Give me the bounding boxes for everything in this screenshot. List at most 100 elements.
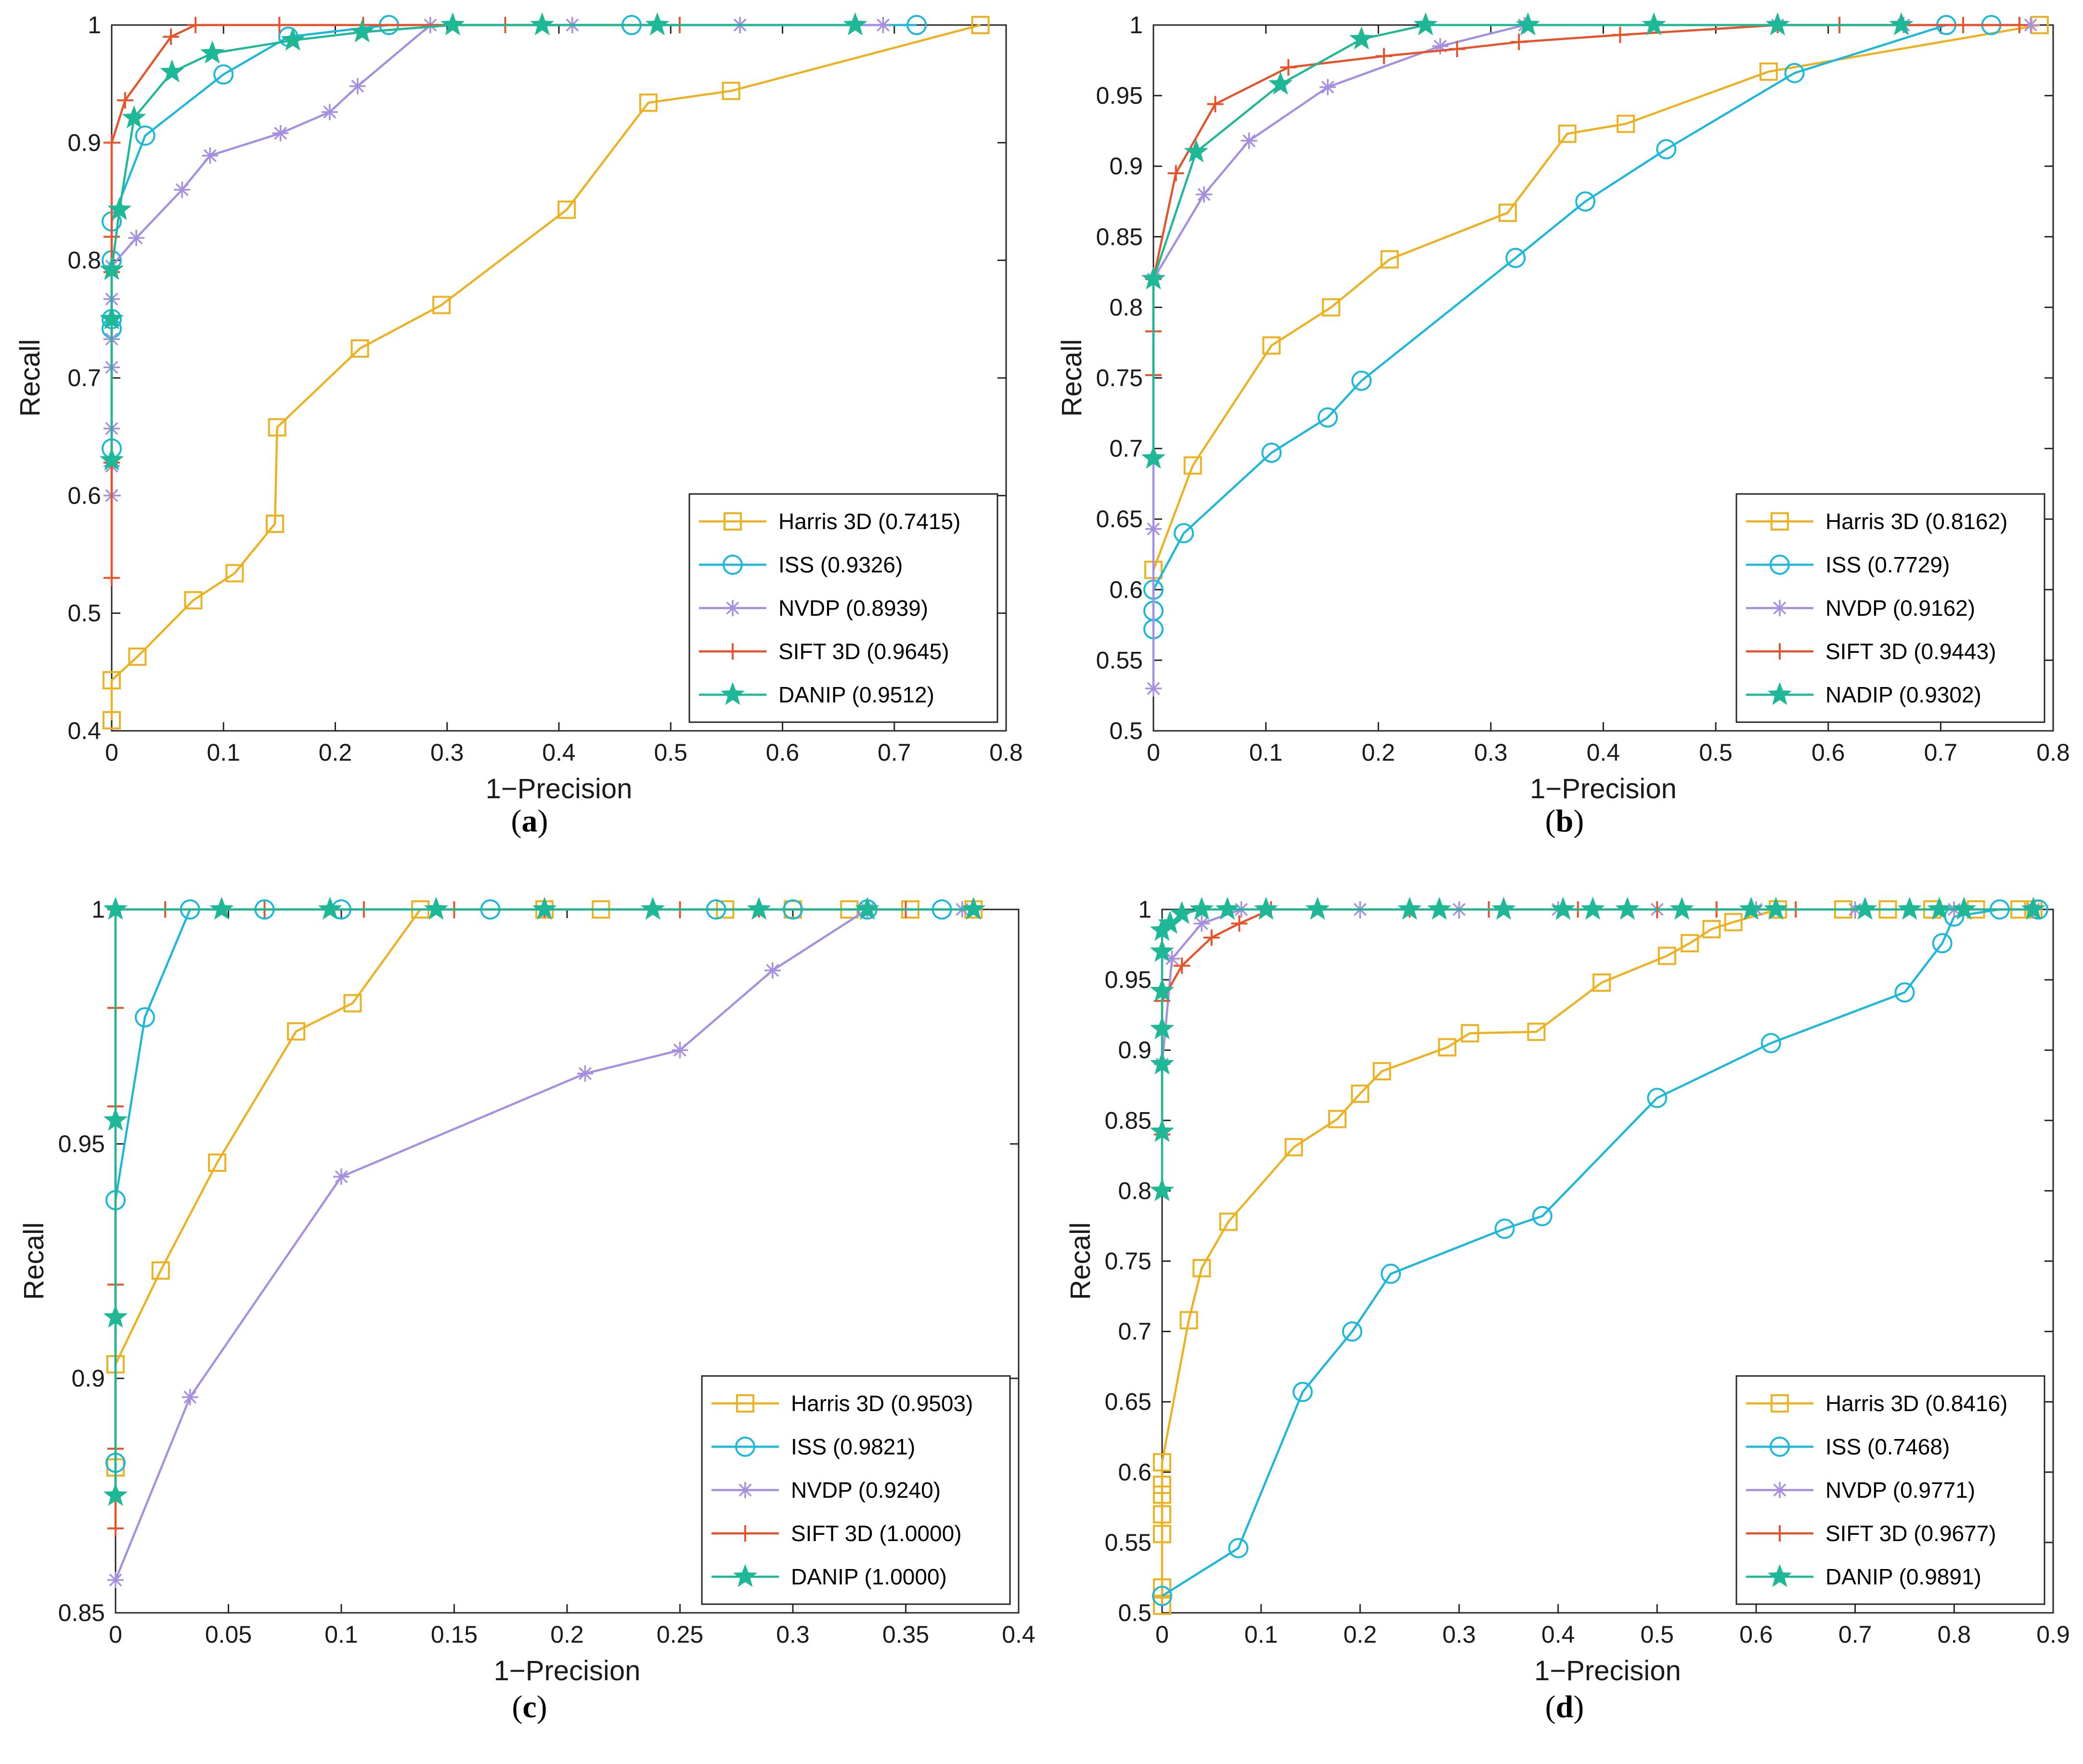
- data-point-iss: [1894, 982, 1915, 1003]
- data-point-harris: [1153, 1596, 1171, 1615]
- legend-marker-danip: [720, 682, 745, 705]
- legend-entry-danip: DANIP (0.9512): [778, 682, 934, 707]
- legend-entry-sift: SIFT 3D (0.9677): [1825, 1521, 1996, 1546]
- data-point-nvdp: [181, 1388, 198, 1405]
- data-point-danip: [1254, 896, 1279, 920]
- x-tick-label: 0.4: [1541, 1621, 1575, 1648]
- caption-d: (d): [1545, 1689, 1584, 1725]
- data-point-nvdp: [1432, 38, 1449, 54]
- y-axis-label: Recall: [18, 1222, 50, 1300]
- caption-b: (b): [1545, 804, 1584, 839]
- data-point-harris: [350, 339, 369, 358]
- y-tick-label: 1: [91, 896, 105, 923]
- data-point-harris: [1153, 1485, 1171, 1504]
- data-point-danip: [747, 896, 771, 920]
- legend-marker-iss: [723, 555, 743, 575]
- data-point-nvdp: [333, 1168, 349, 1185]
- data-point-danip: [1268, 71, 1293, 95]
- y-axis-label: Recall: [1056, 339, 1087, 416]
- y-tick-label: 0.85: [1105, 1107, 1151, 1134]
- caption-a-letter: a: [521, 804, 538, 839]
- data-point-danip: [103, 1483, 128, 1506]
- y-tick-label: 0.7: [1109, 435, 1143, 462]
- data-point-harris: [184, 591, 203, 610]
- x-tick-label: 0.4: [1002, 1621, 1035, 1648]
- data-point-danip: [1150, 939, 1175, 962]
- data-point-nvdp: [1145, 520, 1162, 537]
- x-tick-label: 0.8: [2036, 739, 2070, 766]
- data-point-danip: [641, 896, 665, 920]
- x-axis-label: 1−Precision: [1534, 1655, 1681, 1686]
- legend-entry-danip: NADIP (0.9302): [1825, 682, 1981, 707]
- y-tick-label: 0.5: [1109, 717, 1143, 744]
- legend-entry-nvdp: NVDP (0.9162): [1825, 596, 1975, 621]
- x-tick-label: 0.8: [989, 739, 1023, 766]
- legend-marker-iss: [1770, 1437, 1790, 1457]
- legend-marker-danip: [733, 1564, 758, 1587]
- data-point-harris: [1558, 124, 1577, 143]
- data-point-harris: [103, 711, 121, 730]
- legend-entry-danip: DANIP (1.0000): [791, 1564, 947, 1589]
- legend-entry-iss: ISS (0.7468): [1825, 1434, 1950, 1459]
- legend-marker-sift: [1772, 643, 1788, 660]
- data-point-sift: [1375, 48, 1392, 65]
- x-tick-label: 0.6: [1739, 1621, 1773, 1648]
- data-point-iss: [1318, 407, 1338, 428]
- data-point-nvdp: [764, 962, 781, 979]
- x-tick-label: 0.7: [1838, 1621, 1872, 1648]
- data-point-harris: [1153, 1476, 1171, 1494]
- data-point-sift: [104, 570, 120, 586]
- caption-c: (c): [512, 1689, 547, 1725]
- series-danip: [1141, 12, 1914, 469]
- data-point-harris: [1461, 1024, 1479, 1043]
- data-point-harris: [1724, 913, 1743, 932]
- data-point-iss: [906, 15, 927, 35]
- data-point-harris: [151, 1261, 170, 1280]
- data-point-harris: [1192, 1259, 1211, 1278]
- data-point-sift: [2011, 17, 2028, 33]
- data-point-harris: [432, 296, 451, 314]
- y-tick-label: 0.85: [1096, 223, 1143, 250]
- data-point-sift: [1207, 96, 1224, 113]
- data-point-danip: [1141, 445, 1166, 469]
- series-line-danip: [1152, 24, 1902, 459]
- x-axis-label: 1−Precision: [494, 1655, 641, 1686]
- data-point-danip: [1141, 266, 1166, 290]
- data-point-nvdp: [2022, 17, 2039, 33]
- x-axis-label: 1−Precision: [486, 773, 633, 804]
- y-tick-label: 0.95: [1096, 82, 1143, 109]
- data-point-harris: [103, 671, 121, 689]
- data-point-iss: [1494, 1219, 1515, 1239]
- data-point-danip: [1184, 139, 1208, 163]
- y-tick-label: 0.6: [1118, 1459, 1151, 1486]
- x-tick-label: 0.6: [1811, 739, 1845, 766]
- legend-entry-iss: ISS (0.9326): [778, 552, 903, 577]
- data-point-harris: [1592, 973, 1611, 992]
- y-tick-label: 0.9: [1118, 1037, 1151, 1064]
- data-point-danip: [1853, 896, 1877, 920]
- legend-marker-sift: [1772, 1525, 1788, 1542]
- y-tick-label: 0.9: [67, 129, 101, 156]
- x-tick-label: 0.3: [1474, 739, 1508, 766]
- y-tick-label: 0.7: [1118, 1318, 1151, 1345]
- legend-marker-harris: [724, 512, 742, 531]
- data-point-harris: [287, 1022, 306, 1041]
- data-point-danip: [961, 896, 986, 920]
- data-point-nvdp: [1145, 680, 1162, 697]
- y-tick-label: 0.55: [1105, 1529, 1151, 1556]
- data-point-iss: [1261, 442, 1282, 463]
- legend-entry-sift: SIFT 3D (0.9645): [778, 639, 949, 664]
- data-point-harris: [1153, 1505, 1171, 1524]
- data-point-harris: [208, 1153, 227, 1172]
- data-point-sift: [107, 1520, 124, 1537]
- x-axis-label: 1−Precision: [1530, 773, 1677, 804]
- legend-marker-nvdp: [1772, 600, 1788, 616]
- data-point-harris: [1380, 250, 1399, 269]
- caption-c-letter: c: [522, 1689, 537, 1725]
- data-point-danip: [1150, 1016, 1175, 1039]
- legend-marker-danip: [1767, 1564, 1792, 1587]
- data-point-nvdp: [672, 1042, 688, 1059]
- legend-entry-iss: ISS (0.9821): [791, 1434, 915, 1459]
